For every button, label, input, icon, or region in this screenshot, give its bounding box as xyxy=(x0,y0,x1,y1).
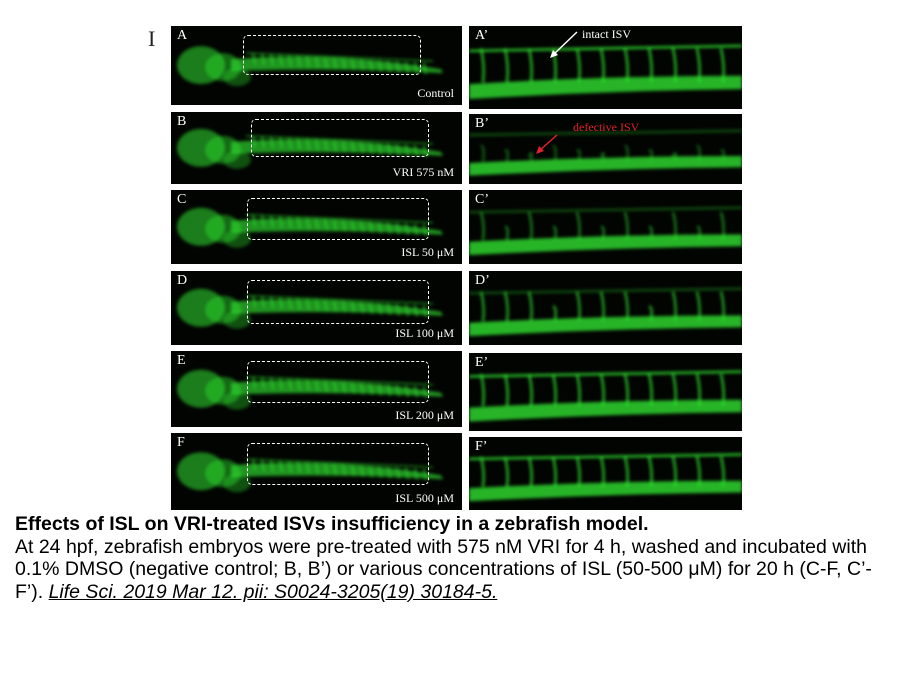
zoom-panel-d: D’ xyxy=(469,271,742,345)
embryo-body xyxy=(177,46,443,87)
vessel-network xyxy=(469,206,742,256)
whole-embryo-panel-e: E ISL 200 μM xyxy=(171,351,462,427)
embryo-body xyxy=(177,207,443,248)
vessel-network xyxy=(469,129,742,176)
zoom-panel-b: B’ defective ISV xyxy=(469,114,742,184)
panel-letter: C xyxy=(177,192,187,207)
figure-label: I xyxy=(148,26,156,51)
whole-embryo-panel-d: D ISL 100 μM xyxy=(171,271,462,345)
vessel-network xyxy=(469,453,742,502)
zoom-image xyxy=(469,44,742,100)
panel-letter: F xyxy=(177,435,185,450)
vessel-network xyxy=(469,44,742,100)
region-of-interest-box xyxy=(247,361,429,403)
embryo-image xyxy=(177,207,443,248)
embryo-image xyxy=(177,46,443,87)
figure-caption: Effects of ISL on VRI-treated ISVs insuf… xyxy=(15,513,895,603)
arrow-icon xyxy=(550,31,578,58)
embryo-body xyxy=(177,452,443,493)
whole-embryo-panel-a: A Control xyxy=(171,26,462,105)
zoom-panel-f: F’ xyxy=(469,437,742,510)
zoom-image xyxy=(469,206,742,256)
embryo-body xyxy=(177,128,443,169)
zoom-image xyxy=(469,287,742,337)
vessel-network xyxy=(469,370,742,422)
condition-label: ISL 50 μM xyxy=(401,245,454,259)
embryo-image xyxy=(177,452,443,493)
caption-title: Effects of ISL on VRI-treated ISVs insuf… xyxy=(15,513,649,535)
panel-letter: F’ xyxy=(475,439,488,454)
embryo-image xyxy=(177,128,443,169)
caption-body: At 24 hpf, zebrafish embryos were pre-tr… xyxy=(15,536,895,604)
embryo-body xyxy=(177,288,443,329)
region-of-interest-box xyxy=(247,443,429,485)
zoom-image xyxy=(469,370,742,422)
whole-embryo-panel-f: F ISL 500 μM xyxy=(171,433,462,510)
panel-letter: D xyxy=(177,273,188,288)
region-of-interest-box xyxy=(251,119,429,157)
panel-letter: E’ xyxy=(475,355,489,370)
embryo-body xyxy=(177,369,443,410)
defective-isv-label: defective ISV xyxy=(573,120,640,134)
region-of-interest-box xyxy=(243,35,421,75)
reference-link[interactable]: Life Sci. 2019 Mar 12. pii: S0024-3205(1… xyxy=(48,580,498,603)
zoom-image xyxy=(469,453,742,502)
whole-embryo-panel-b: B VRI 575 nM xyxy=(171,112,462,184)
condition-label: ISL 100 μM xyxy=(395,326,454,340)
intact-isv-label: intact ISV xyxy=(582,27,631,41)
condition-label: ISL 200 μM xyxy=(395,408,454,422)
vessel-network xyxy=(469,287,742,337)
condition-label: VRI 575 nM xyxy=(392,165,454,179)
panel-letter: B’ xyxy=(475,116,489,131)
zoom-panel-e: E’ xyxy=(469,353,742,431)
whole-embryo-panel-c: C ISL 50 μM xyxy=(171,190,462,264)
zoom-panel-c: C’ xyxy=(469,190,742,264)
panel-letter: A xyxy=(177,28,188,43)
caption-text: At 24 hpf, zebrafish embryos were pre-tr… xyxy=(15,535,872,603)
panel-letter: C’ xyxy=(475,192,489,207)
panel-letter: A’ xyxy=(475,28,489,43)
zoom-panel-a: A’ intact ISV xyxy=(469,26,742,109)
panel-letter: E xyxy=(177,353,186,368)
embryo-image xyxy=(177,288,443,329)
region-of-interest-box xyxy=(247,280,429,324)
arrow-icon xyxy=(536,134,558,154)
region-of-interest-box xyxy=(247,198,429,240)
panel-letter: B xyxy=(177,114,187,129)
embryo-image xyxy=(177,369,443,410)
condition-label: Control xyxy=(417,86,454,100)
condition-label: ISL 500 μM xyxy=(395,491,454,505)
zoom-image xyxy=(469,129,742,176)
panel-letter: D’ xyxy=(475,273,490,288)
